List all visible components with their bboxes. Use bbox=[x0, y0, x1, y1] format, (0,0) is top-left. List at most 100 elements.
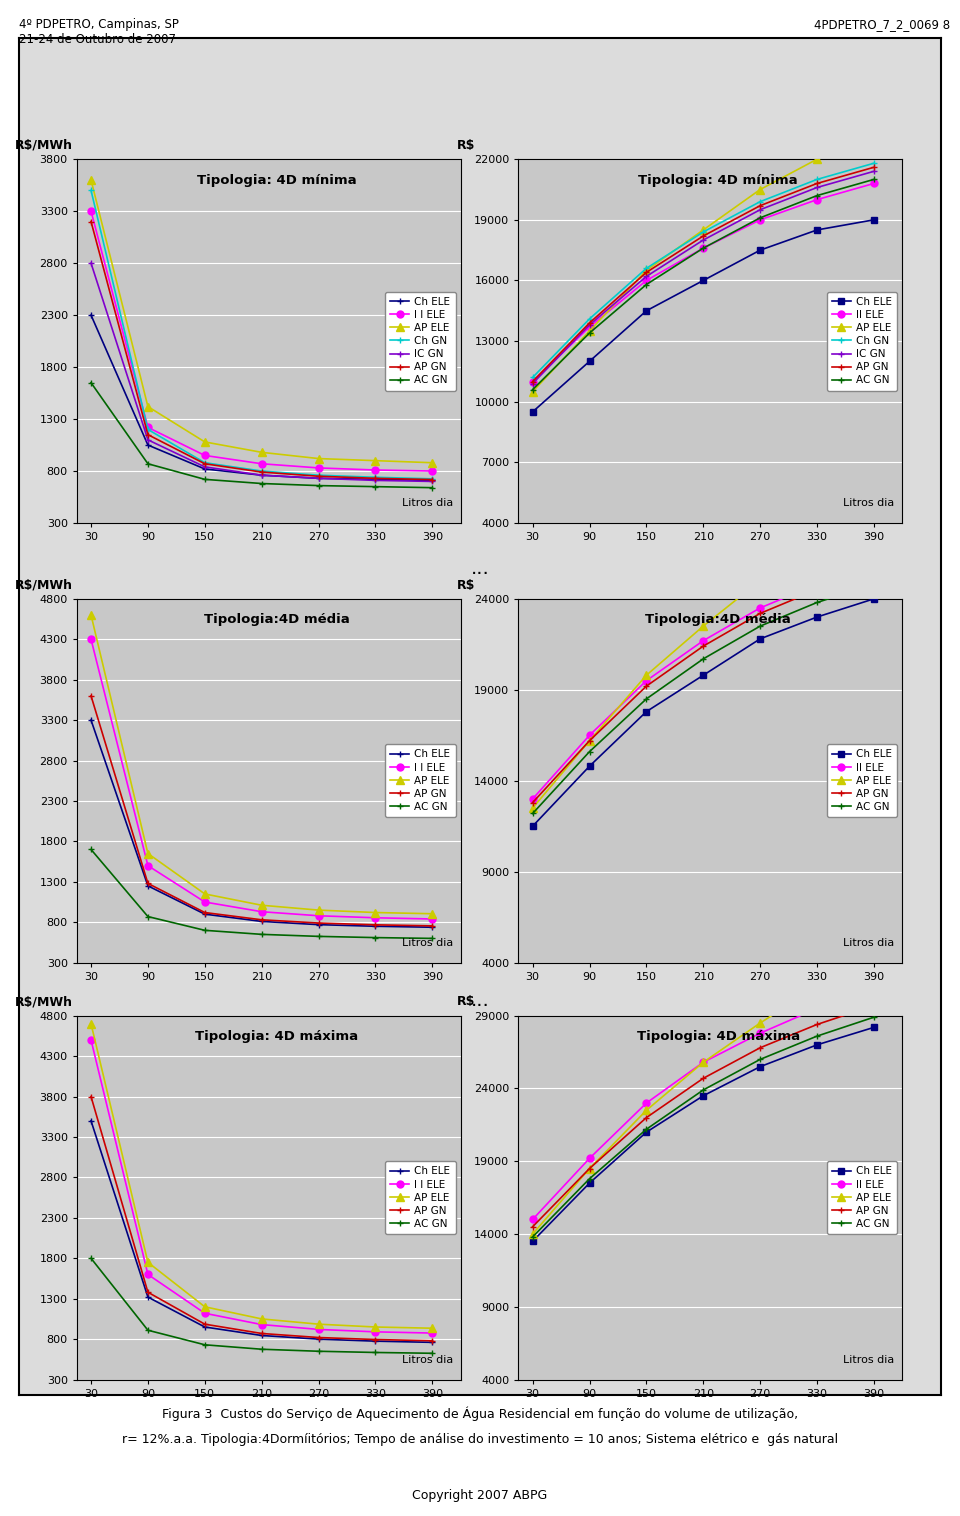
AP ELE bbox=[370, 904, 381, 922]
Ch ELE bbox=[811, 221, 823, 240]
IC GN bbox=[85, 255, 97, 273]
AP ELE bbox=[199, 1298, 210, 1316]
AP ELE bbox=[426, 1319, 438, 1337]
Ch ELE bbox=[426, 1333, 438, 1351]
IC GN bbox=[868, 162, 879, 180]
AC GN bbox=[640, 690, 652, 708]
Ch GN bbox=[199, 453, 210, 471]
AC GN bbox=[755, 1051, 766, 1069]
AP ELE bbox=[527, 382, 539, 400]
AP ELE bbox=[584, 1160, 595, 1178]
Ch ELE bbox=[584, 756, 595, 775]
AP GN bbox=[527, 793, 539, 811]
AC GN bbox=[811, 186, 823, 205]
AP GN bbox=[584, 732, 595, 750]
AP ELE bbox=[313, 1314, 324, 1333]
Line: AP GN: AP GN bbox=[529, 1002, 877, 1229]
Ch ELE bbox=[142, 437, 154, 455]
Ch GN bbox=[755, 193, 766, 211]
Line: I I ELE: I I ELE bbox=[87, 1037, 436, 1337]
IC GN bbox=[527, 374, 539, 393]
AP GN bbox=[640, 678, 652, 696]
Line: AP GN: AP GN bbox=[87, 218, 436, 484]
Ch ELE bbox=[811, 608, 823, 626]
I I ELE bbox=[199, 446, 210, 464]
AP ELE bbox=[426, 905, 438, 923]
AP GN bbox=[868, 996, 879, 1014]
Line: AC GN: AC GN bbox=[87, 379, 436, 491]
Ch GN bbox=[811, 170, 823, 188]
AP ELE bbox=[868, 120, 879, 138]
AP GN bbox=[370, 916, 381, 934]
AP GN bbox=[811, 1016, 823, 1034]
I I ELE bbox=[426, 910, 438, 928]
Ch ELE bbox=[256, 465, 268, 484]
Line: II ELE: II ELE bbox=[529, 985, 877, 1223]
AC GN bbox=[313, 476, 324, 494]
Ch GN bbox=[698, 223, 709, 241]
I I ELE bbox=[370, 908, 381, 926]
AC GN bbox=[85, 1249, 97, 1267]
AP ELE bbox=[755, 572, 766, 590]
AP GN bbox=[199, 904, 210, 922]
AP ELE bbox=[527, 799, 539, 817]
I I ELE bbox=[313, 459, 324, 478]
Line: AC GN: AC GN bbox=[87, 846, 436, 941]
AP GN bbox=[755, 1038, 766, 1057]
Ch ELE bbox=[313, 470, 324, 488]
I I ELE bbox=[142, 1266, 154, 1284]
Text: ...: ... bbox=[470, 559, 490, 578]
Ch ELE bbox=[426, 471, 438, 490]
AP GN bbox=[811, 174, 823, 193]
AC GN bbox=[313, 1342, 324, 1360]
Ch ELE bbox=[698, 666, 709, 684]
Ch GN bbox=[370, 468, 381, 487]
AC GN bbox=[698, 240, 709, 258]
AC GN bbox=[811, 593, 823, 611]
Ch ELE bbox=[199, 459, 210, 478]
Text: ...: ... bbox=[470, 991, 490, 1010]
Text: Tipologia: 4D mínima: Tipologia: 4D mínima bbox=[638, 174, 798, 186]
AC GN bbox=[527, 805, 539, 823]
Ch ELE bbox=[313, 916, 324, 934]
Legend: Ch ELE, I I ELE, AP ELE, Ch GN, IC GN, AP GN, AC GN: Ch ELE, I I ELE, AP ELE, Ch GN, IC GN, A… bbox=[385, 291, 456, 391]
AP ELE bbox=[698, 1054, 709, 1072]
Ch ELE bbox=[698, 271, 709, 290]
AP GN bbox=[256, 911, 268, 929]
I I ELE bbox=[142, 857, 154, 875]
AP GN bbox=[199, 1314, 210, 1333]
AC GN bbox=[426, 479, 438, 497]
Ch ELE bbox=[755, 1058, 766, 1076]
AP ELE bbox=[142, 1254, 154, 1272]
Text: R$/MWh: R$/MWh bbox=[15, 579, 73, 591]
I I ELE bbox=[256, 902, 268, 920]
AP ELE bbox=[811, 978, 823, 996]
Line: AP ELE: AP ELE bbox=[528, 512, 878, 813]
AP GN bbox=[811, 581, 823, 599]
Ch ELE bbox=[755, 629, 766, 647]
IC GN bbox=[142, 431, 154, 449]
AP ELE bbox=[313, 449, 324, 467]
IC GN bbox=[811, 179, 823, 197]
Text: Tipologia: 4D máxima: Tipologia: 4D máxima bbox=[195, 1031, 358, 1043]
I I ELE bbox=[313, 907, 324, 925]
Text: Tipologia:4D média: Tipologia:4D média bbox=[204, 614, 349, 626]
AP GN bbox=[698, 1069, 709, 1087]
I I ELE bbox=[426, 462, 438, 481]
AC GN bbox=[868, 1008, 879, 1026]
II ELE bbox=[698, 240, 709, 258]
Legend: Ch ELE, I I ELE, AP ELE, AP GN, AC GN: Ch ELE, I I ELE, AP ELE, AP GN, AC GN bbox=[385, 744, 456, 817]
Ch ELE bbox=[584, 1173, 595, 1192]
I I ELE bbox=[85, 631, 97, 649]
AC GN bbox=[85, 840, 97, 858]
Ch ELE bbox=[640, 302, 652, 320]
AP ELE bbox=[85, 171, 97, 190]
AP GN bbox=[640, 264, 652, 282]
II ELE bbox=[698, 632, 709, 650]
AP ELE bbox=[313, 901, 324, 919]
IC GN bbox=[256, 465, 268, 484]
Legend: Ch ELE, II ELE, AP ELE, AP GN, AC GN: Ch ELE, II ELE, AP ELE, AP GN, AC GN bbox=[827, 744, 898, 817]
AP GN bbox=[256, 1325, 268, 1343]
Ch ELE bbox=[199, 905, 210, 923]
AC GN bbox=[527, 1228, 539, 1246]
